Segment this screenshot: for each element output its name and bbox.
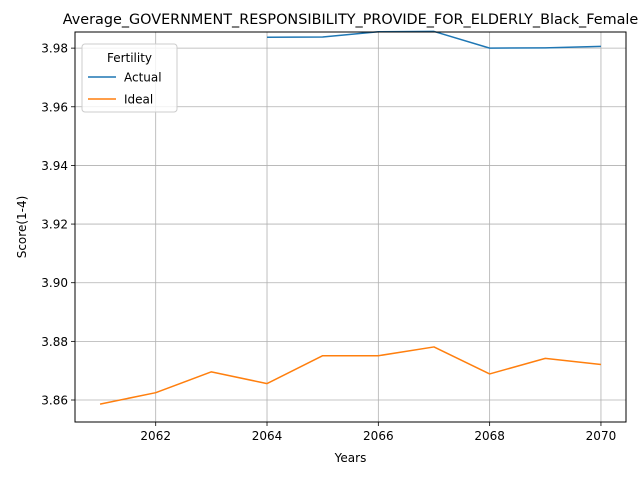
series-line-ideal [99, 346, 602, 405]
x-tick-label: 2064 [252, 429, 283, 443]
legend-label-actual: Actual [124, 71, 162, 85]
legend: Fertility Actual Ideal [81, 43, 178, 113]
y-tick-label: 3.94 [41, 159, 68, 173]
chart-title: Average_GOVERNMENT_RESPONSIBILITY_PROVID… [63, 12, 639, 28]
legend-label-ideal: Ideal [124, 93, 153, 107]
x-axis-ticks: 2062 2064 2066 2068 2070 [140, 422, 616, 443]
y-tick-label: 3.98 [41, 42, 68, 56]
y-tick-label: 3.88 [41, 335, 68, 349]
x-axis-label: Years [334, 451, 367, 465]
series-line-actual [267, 30, 601, 49]
y-tick-label: 3.90 [41, 276, 68, 290]
legend-box [81, 43, 178, 113]
grid [75, 32, 626, 422]
x-tick-label: 2066 [363, 429, 394, 443]
x-tick-label: 2062 [140, 429, 171, 443]
plot-area-frame [74, 31, 627, 423]
y-axis-ticks: 3.86 3.88 3.90 3.92 3.94 3.96 3.98 [41, 42, 75, 408]
y-tick-label: 3.86 [41, 394, 68, 408]
x-tick-label: 2070 [586, 429, 617, 443]
legend-title: Fertility [107, 51, 152, 65]
x-tick-label: 2068 [474, 429, 505, 443]
series-lines [99, 30, 602, 405]
y-tick-label: 3.92 [41, 218, 68, 232]
y-axis-label: Score(1-4) [15, 196, 29, 259]
y-tick-label: 3.96 [41, 100, 68, 114]
